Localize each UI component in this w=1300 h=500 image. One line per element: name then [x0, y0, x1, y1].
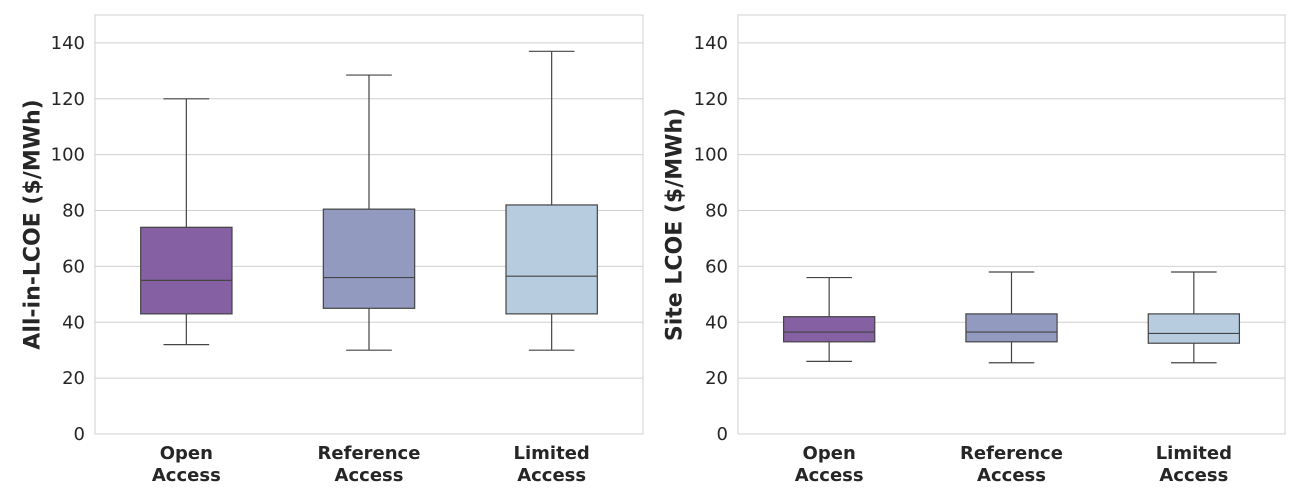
x-tick-label: Limited [1156, 443, 1232, 464]
y-tick-label: 140 [51, 33, 85, 54]
x-tick-label: Access [977, 465, 1046, 486]
box-2 [1147, 271, 1241, 364]
iqr-box [505, 204, 598, 315]
y-tick-label: 120 [694, 89, 728, 110]
y-tick-label: 60 [705, 256, 728, 277]
x-tick-label: Open [160, 443, 213, 464]
y-tick-label: 20 [62, 368, 85, 389]
iqr-box [782, 316, 876, 343]
y-tick-label: 120 [51, 89, 85, 110]
y-axis-label: Site LCOE ($/MWh) [663, 108, 688, 341]
x-tick-label: Access [152, 465, 221, 486]
box-2 [505, 50, 598, 351]
box-0 [140, 98, 233, 346]
y-tick-label: 40 [705, 312, 728, 333]
box-1 [965, 271, 1058, 364]
y-tick-label: 140 [694, 33, 728, 54]
iqr-box [322, 208, 416, 309]
x-tick-label: Reference [960, 443, 1063, 464]
plot-frame [737, 14, 1286, 435]
box-0 [782, 276, 876, 362]
iqr-box [140, 226, 233, 315]
y-tick-label: 100 [51, 145, 85, 166]
y-tick-label: 80 [705, 201, 728, 222]
x-tick-label: Limited [514, 443, 590, 464]
x-tick-label: Reference [318, 443, 421, 464]
x-tick-label: Access [335, 465, 404, 486]
x-tick-label: Open [803, 443, 856, 464]
y-tick-label: 80 [62, 201, 85, 222]
iqr-box [1147, 313, 1241, 344]
y-tick-label: 20 [705, 368, 728, 389]
box-1 [322, 74, 416, 351]
x-tick-label: Access [1159, 465, 1228, 486]
x-tick-label: Access [795, 465, 864, 486]
y-tick-label: 60 [62, 256, 85, 277]
plot-frame [94, 14, 644, 435]
left-panel-all-in-lcoe: 0 20 40 60 80 100 120 140 All-in-LCOE ($/MWh) Ope… [21, 14, 644, 486]
y-tick-label: 0 [74, 424, 85, 445]
x-tick-label: Access [517, 465, 586, 486]
y-axis-label: All-in-LCOE ($/MWh) [21, 99, 46, 349]
y-tick-label: 0 [717, 424, 728, 445]
y-tick-label: 40 [62, 312, 85, 333]
y-tick-label: 100 [694, 145, 728, 166]
iqr-box [965, 313, 1058, 343]
